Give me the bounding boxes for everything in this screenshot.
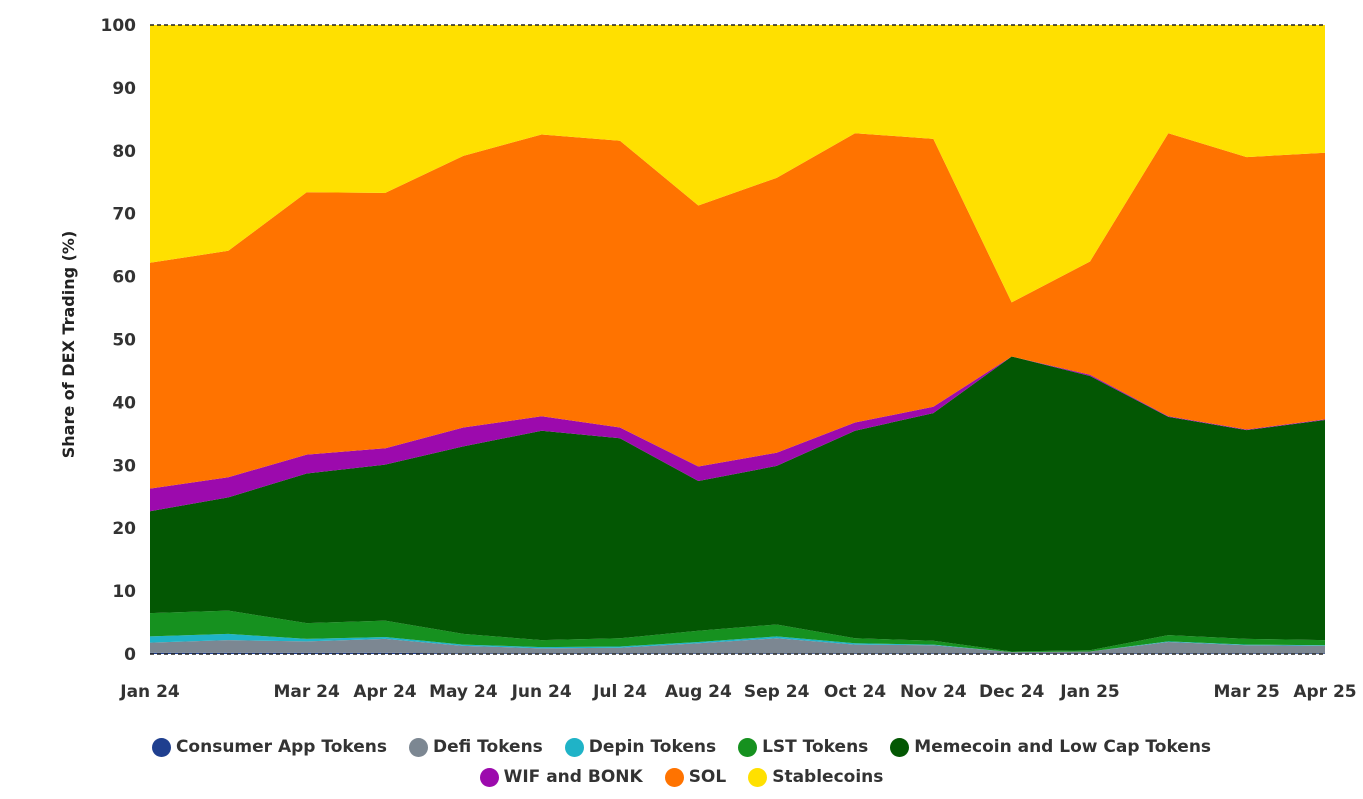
area-series-6 [150, 133, 1325, 489]
legend-swatch [151, 737, 171, 757]
legend-label: Consumer App Tokens [175, 737, 388, 757]
legend-swatch [890, 737, 910, 757]
x-tick-label: Apr 25 [1293, 682, 1356, 702]
legend-swatch [748, 767, 768, 787]
y-tick-label: 60 [112, 268, 136, 288]
x-tick-label: Nov 24 [900, 682, 967, 702]
x-tick-label: Dec 24 [979, 682, 1044, 702]
legend-label: SOL [688, 767, 727, 787]
legend-swatch [738, 737, 758, 757]
y-tick-label: 90 [112, 79, 136, 99]
y-axis-ticks: 0 10 20 30 40 50 60 70 80 90 100 [101, 16, 137, 665]
area-series-3 [150, 610, 1325, 653]
legend-item-0: Consumer App Tokens [151, 734, 388, 760]
x-tick-label: Mar 25 [1213, 682, 1279, 702]
x-tick-label: Mar 24 [273, 682, 340, 702]
area-series-7 [150, 25, 1325, 303]
legend-item-6: SOL [664, 764, 727, 790]
y-tick-label: 0 [124, 645, 136, 665]
legend-item-3: LST Tokens [738, 734, 868, 760]
y-axis-title: Share of DEX Trading (%) [59, 231, 78, 459]
y-tick-label: 50 [112, 331, 136, 351]
y-tick-label: 30 [112, 456, 136, 476]
y-tick-label: 20 [112, 519, 136, 539]
area-layer [150, 25, 1325, 654]
y-tick-label: 80 [112, 142, 136, 162]
legend-label: LST Tokens [762, 737, 869, 757]
legend-label: Memecoin and Low Cap Tokens [914, 737, 1212, 757]
x-tick-label: Aug 24 [665, 682, 732, 702]
x-axis-ticks: Jan 24 Mar 24 Apr 24 May 24 Jun 24 Jul 24 Aug … [119, 682, 1356, 702]
x-tick-label: May 24 [429, 682, 498, 702]
y-tick-label: 10 [112, 582, 136, 602]
legend-swatch [479, 767, 499, 787]
legend-swatch [664, 767, 684, 787]
legend-item-4: Memecoin and Low Cap Tokens [890, 734, 1211, 760]
area-series-1 [150, 638, 1325, 654]
y-tick-label: 40 [112, 393, 136, 413]
y-tick-label: 70 [112, 205, 136, 225]
x-tick-label: Apr 24 [353, 682, 416, 702]
x-tick-label: Oct 24 [824, 682, 886, 702]
x-tick-label: Sep 24 [744, 682, 810, 702]
legend: Consumer App Tokens Defi Tokens Depin Toke… [20, 734, 1343, 790]
legend-label: Stablecoins [772, 767, 884, 787]
legend-label: Depin Tokens [588, 737, 717, 757]
area-series-4 [150, 356, 1325, 652]
x-tick-label: Jun 24 [511, 682, 572, 702]
legend-swatch [564, 737, 584, 757]
legend-item-5: WIF and BONK [479, 764, 643, 790]
x-tick-label: Jan 25 [1059, 682, 1119, 702]
legend-item-2: Depin Tokens [564, 734, 717, 760]
y-tick-label: 100 [101, 16, 137, 36]
x-tick-label: Jan 24 [119, 682, 180, 702]
legend-item-7: Stablecoins [748, 764, 883, 790]
legend-label: Defi Tokens [433, 737, 543, 757]
legend-label: WIF and BONK [503, 767, 643, 787]
x-tick-label: Jul 24 [592, 682, 647, 702]
legend-swatch [409, 737, 429, 757]
stacked-area-chart: 0 10 20 30 40 50 60 70 80 90 100 Jan 24 Mar 24 Apr 2… [59, 16, 1357, 702]
legend-item-1: Defi Tokens [409, 734, 543, 760]
